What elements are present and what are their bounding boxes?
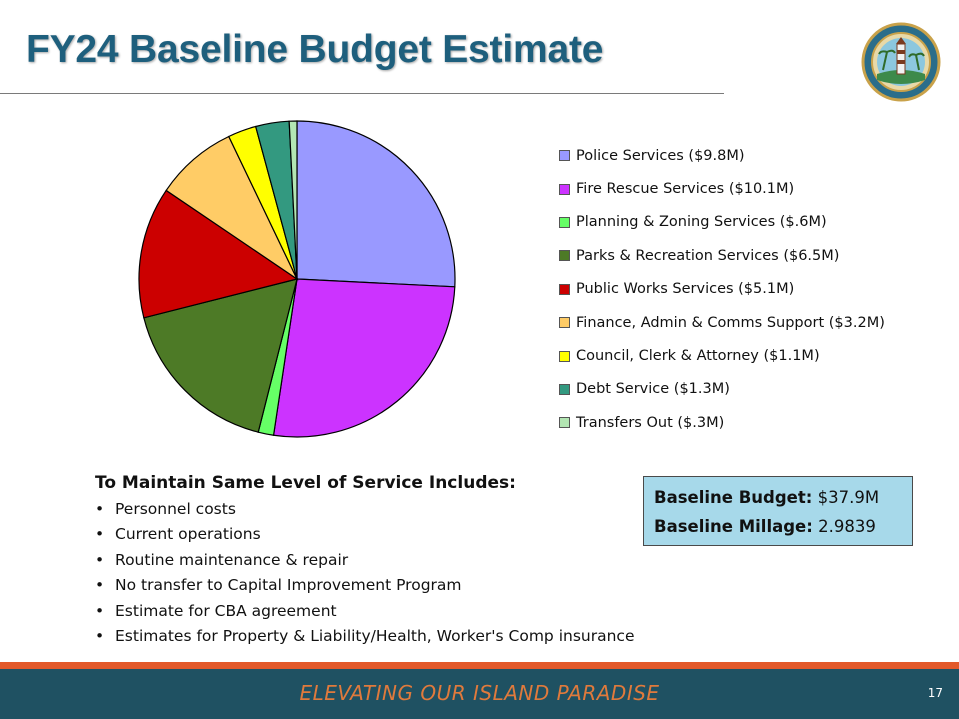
pie-slice-8 <box>288 120 298 280</box>
list-item: Estimate for CBA agreement <box>95 599 634 625</box>
legend-swatch <box>559 150 570 162</box>
page-title: FY24 Baseline Budget Estimate <box>26 28 604 71</box>
legend-swatch <box>559 350 570 362</box>
pie-slice-0 <box>296 120 456 288</box>
legend-label: Public Works Services ($5.1M) <box>576 281 795 298</box>
legend-item: Planning & Zoning Services ($.6M) <box>559 206 885 239</box>
legend-label: Finance, Admin & Comms Support ($3.2M) <box>576 314 885 331</box>
legend-item: Police Services ($9.8M) <box>559 139 885 172</box>
baseline-summary-box: Baseline Budget: $37.9M Baseline Millage… <box>643 476 913 546</box>
baseline-millage-row: Baseline Millage: 2.9839 <box>654 512 902 541</box>
legend-item: Finance, Admin & Comms Support ($3.2M) <box>559 306 885 339</box>
legend-label: Planning & Zoning Services ($.6M) <box>576 214 827 231</box>
pie-slice-3 <box>143 278 298 433</box>
includes-heading: To Maintain Same Level of Service Includ… <box>95 473 516 493</box>
legend-item: Public Works Services ($5.1M) <box>559 273 885 306</box>
list-item: Current operations <box>95 522 634 548</box>
legend-item: Parks & Recreation Services ($6.5M) <box>559 239 885 272</box>
baseline-millage-value: 2.9839 <box>818 517 876 536</box>
legend-swatch <box>559 183 570 195</box>
legend-item: Fire Rescue Services ($10.1M) <box>559 172 885 205</box>
legend-swatch <box>559 216 570 228</box>
legend-label: Transfers Out ($.3M) <box>576 414 725 431</box>
budget-pie-chart <box>138 120 456 438</box>
legend-label: Police Services ($9.8M) <box>576 147 745 164</box>
legend-label: Debt Service ($1.3M) <box>576 381 730 398</box>
includes-section: To Maintain Same Level of Service Includ… <box>95 473 634 650</box>
baseline-budget-row: Baseline Budget: $37.9M <box>654 483 902 512</box>
list-item: Personnel costs <box>95 497 634 523</box>
legend-swatch <box>559 283 570 295</box>
legend-swatch <box>559 383 570 395</box>
pie-slice-1 <box>272 278 456 438</box>
baseline-millage-label: Baseline Millage: <box>654 517 813 536</box>
footer-tagline: ELEVATING OUR ISLAND PARADISE <box>299 681 660 705</box>
footer-accent-band <box>0 662 959 669</box>
village-seal-icon <box>861 22 941 102</box>
legend-item: Council, Clerk & Attorney ($1.1M) <box>559 339 885 372</box>
legend-swatch <box>559 417 570 429</box>
legend-swatch <box>559 317 570 329</box>
baseline-budget-label: Baseline Budget: <box>654 488 813 507</box>
list-item: No transfer to Capital Improvement Progr… <box>95 573 634 599</box>
footer-bar: ELEVATING OUR ISLAND PARADISE 17 <box>0 669 959 719</box>
pie-slice-4 <box>138 189 299 319</box>
chart-legend: Police Services ($9.8M) Fire Rescue Servi… <box>559 139 885 440</box>
list-item: Estimates for Property & Liability/Healt… <box>95 624 634 650</box>
legend-item: Transfers Out ($.3M) <box>559 406 885 439</box>
legend-label: Parks & Recreation Services ($6.5M) <box>576 247 840 264</box>
baseline-budget-value: $37.9M <box>817 488 880 507</box>
legend-swatch <box>559 250 570 262</box>
list-item: Routine maintenance & repair <box>95 548 634 574</box>
legend-label: Council, Clerk & Attorney ($1.1M) <box>576 348 820 365</box>
page-number: 17 <box>927 686 943 700</box>
title-divider <box>0 93 724 94</box>
legend-item: Debt Service ($1.3M) <box>559 373 885 406</box>
legend-label: Fire Rescue Services ($10.1M) <box>576 181 795 198</box>
